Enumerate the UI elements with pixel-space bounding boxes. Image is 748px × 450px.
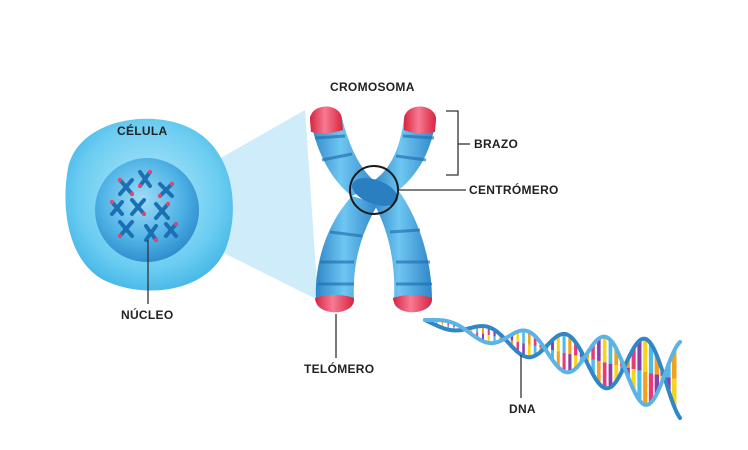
label-centromere: CENTRÓMERO	[469, 183, 559, 197]
zoom-cone	[168, 110, 318, 300]
chromosome-bands	[314, 134, 435, 286]
label-arm: BRAZO	[474, 137, 519, 151]
label-nucleus: NÚCLEO	[121, 308, 174, 322]
label-chromosome: CROMOSOMA	[330, 80, 415, 94]
mini-chromosomes	[110, 170, 178, 242]
mini-telomeres	[110, 170, 178, 242]
telomere-top-right	[404, 106, 436, 134]
dna-backbone	[423, 318, 682, 420]
arm-bracket	[446, 110, 459, 176]
cell	[65, 118, 233, 291]
telomere-bottom-right	[393, 295, 432, 313]
telomere-top-left	[310, 106, 343, 134]
telomere-bottom-left	[315, 295, 355, 313]
label-telomere: TELÓMERO	[304, 362, 375, 376]
dna-helix	[423, 317, 682, 420]
label-dna: DNA	[509, 402, 536, 416]
nucleus	[95, 158, 199, 262]
label-cell: CÉLULA	[117, 124, 168, 138]
dna-backbone	[423, 317, 682, 407]
leader-lines	[147, 110, 522, 398]
chromosome	[310, 106, 436, 313]
